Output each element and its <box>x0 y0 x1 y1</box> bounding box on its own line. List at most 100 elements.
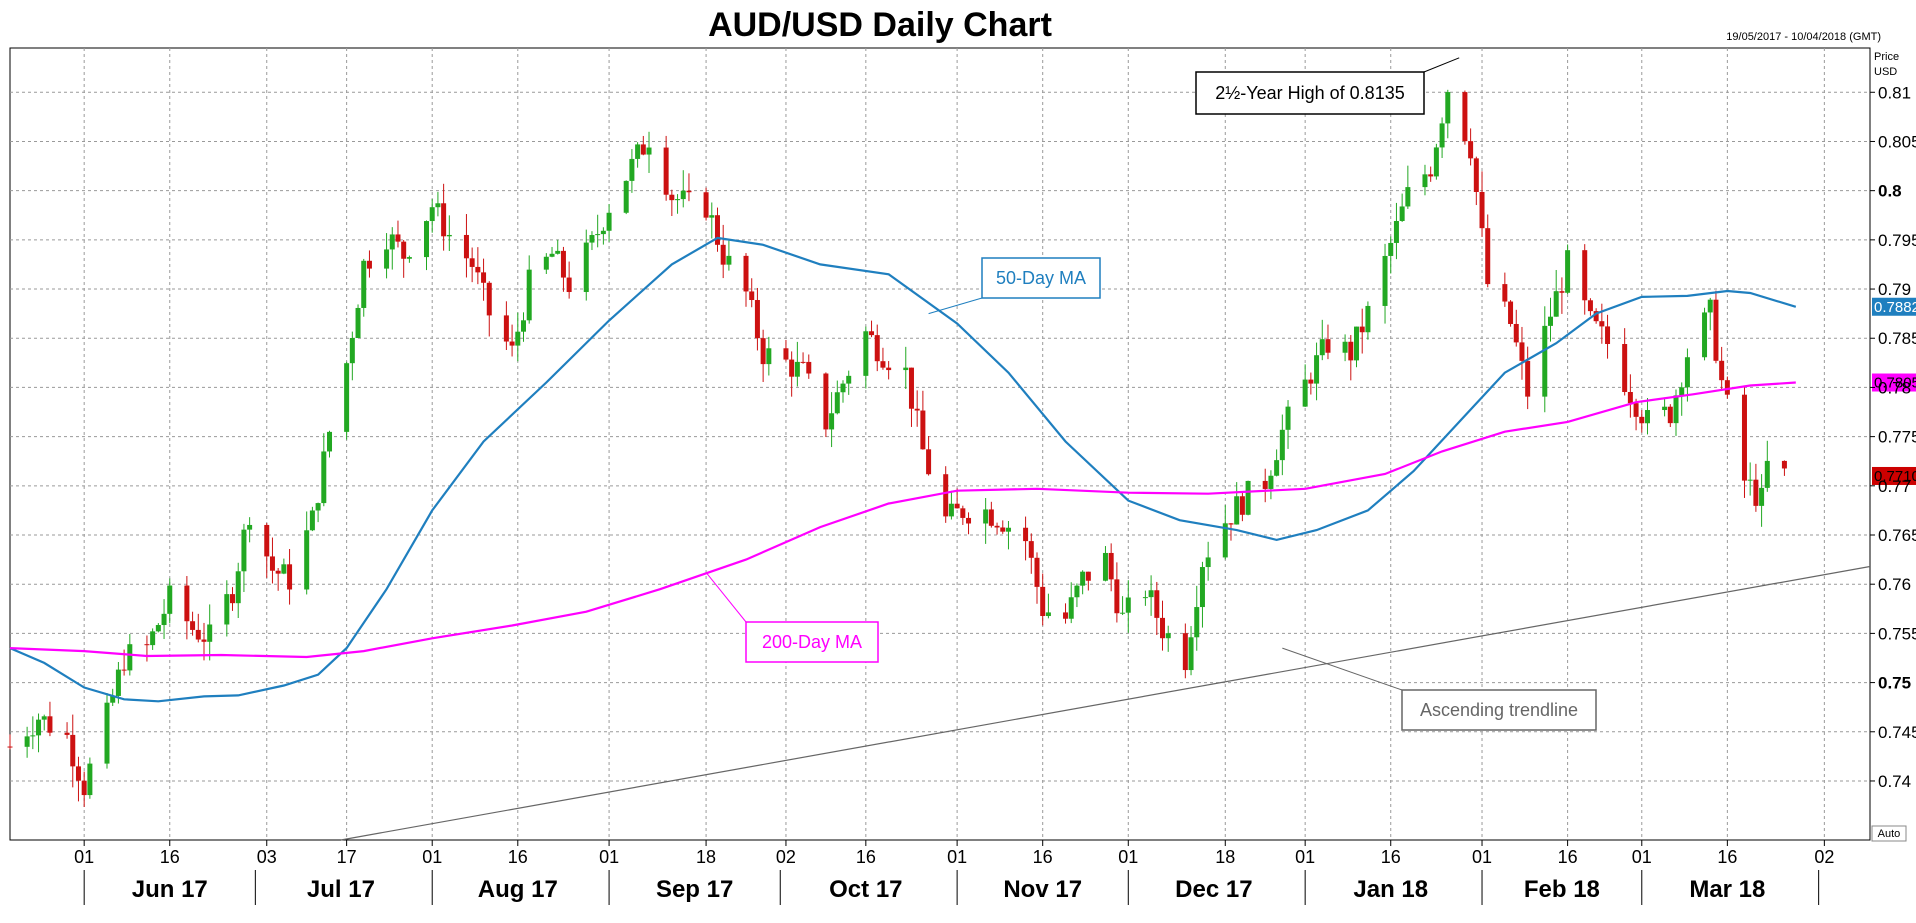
candlestick <box>1365 301 1371 340</box>
x-day-label: 01 <box>599 847 619 867</box>
ma50-annotation-box <box>981 257 1101 299</box>
last-price-tag-text: 0.7710 <box>1874 468 1916 485</box>
candlestick <box>503 301 509 351</box>
candle-body <box>1302 379 1308 407</box>
candlestick <box>1342 334 1348 362</box>
trendline-annotation: Ascending trendline <box>1282 647 1597 731</box>
y-tick-label: 0.76 <box>1878 575 1911 594</box>
candle-body <box>1479 191 1485 229</box>
candle-body <box>1074 585 1080 598</box>
candlestick <box>1388 236 1394 274</box>
candlestick <box>110 688 116 707</box>
candlestick <box>1753 463 1759 512</box>
x-day-label: 16 <box>1558 847 1578 867</box>
candle-body <box>1633 403 1639 417</box>
candle-body <box>1023 527 1029 542</box>
candle-body <box>1154 590 1160 618</box>
candlestick <box>509 324 515 357</box>
month-separators <box>83 870 1820 905</box>
candle-body <box>629 158 635 181</box>
y-tick-label: 0.795 <box>1878 231 1916 250</box>
candle-body <box>749 291 755 301</box>
candle-body <box>247 524 253 530</box>
candle-body <box>1622 343 1628 392</box>
candle-body <box>829 413 835 430</box>
candle-body <box>429 207 435 222</box>
candle-body <box>486 282 492 316</box>
candle-body <box>560 250 566 278</box>
y-tick-label: 0.805 <box>1878 132 1916 151</box>
candlestick <box>446 215 452 251</box>
candlestick <box>281 558 287 575</box>
x-month-label: Jan 18 <box>1353 876 1428 903</box>
candlestick <box>1108 543 1114 592</box>
candlestick <box>629 149 635 193</box>
candlestick <box>241 523 247 592</box>
candlestick <box>1644 398 1650 435</box>
candlestick <box>1445 89 1451 139</box>
candle-body <box>1462 92 1468 142</box>
candle-body <box>144 644 150 646</box>
candlestick <box>264 523 270 578</box>
x-day-label: 03 <box>257 847 277 867</box>
candle-body <box>726 255 732 265</box>
candle-body <box>1422 174 1428 188</box>
candlestick <box>1513 309 1519 347</box>
candlestick <box>441 183 447 251</box>
candle-body <box>366 260 372 269</box>
high-annotation-text: 2½-Year High of 0.8135 <box>1215 83 1404 103</box>
candlestick <box>1587 298 1593 316</box>
candle-body <box>840 383 846 393</box>
candle-body <box>127 644 133 671</box>
candle-body <box>1142 597 1148 599</box>
candle-body <box>515 331 521 346</box>
x-day-label: 01 <box>1472 847 1492 867</box>
candle-body <box>966 517 972 524</box>
candlestick <box>1045 593 1051 619</box>
candlestick <box>543 253 549 274</box>
candlestick <box>623 180 629 215</box>
ma200-value-tag-text: 0.7805 <box>1874 375 1916 392</box>
candle-body <box>846 375 852 384</box>
candlestick <box>64 722 70 739</box>
candlestick <box>1068 582 1074 624</box>
candlestick <box>1702 307 1708 361</box>
candlestick <box>1479 171 1485 237</box>
candlestick <box>1639 410 1645 433</box>
ma200-line <box>9 381 1796 659</box>
x-day-label: 02 <box>776 847 796 867</box>
candlestick <box>1348 335 1354 381</box>
y-tick-label: 0.785 <box>1878 329 1916 348</box>
candlestick <box>1034 552 1040 604</box>
x-day-label: 18 <box>1215 847 1235 867</box>
candlestick <box>863 326 869 389</box>
candle-body <box>1759 487 1765 506</box>
candle-body <box>1354 326 1360 361</box>
candlestick <box>726 240 732 271</box>
candle-body <box>1028 541 1034 558</box>
candle-body <box>264 524 270 557</box>
candlestick <box>309 506 315 532</box>
candlestick <box>720 224 726 279</box>
candle-body <box>349 337 355 364</box>
candlestick <box>1239 492 1245 522</box>
candle-body <box>441 203 447 237</box>
candlestick <box>1114 562 1120 623</box>
candle-body <box>87 763 93 796</box>
candle-body <box>1234 496 1240 525</box>
candlestick <box>669 189 675 217</box>
candle-body <box>1102 552 1108 581</box>
candlestick <box>1359 308 1365 354</box>
candlestick <box>1605 314 1611 359</box>
candlestick <box>1433 143 1439 180</box>
candlestick <box>1724 376 1730 399</box>
candle-body <box>275 570 281 574</box>
candlestick <box>190 611 196 636</box>
candle-body <box>880 361 886 368</box>
candle-body <box>509 341 515 346</box>
y-tick-label: 0.81 <box>1878 83 1911 102</box>
candlestick <box>81 771 87 807</box>
candlestick <box>1382 243 1388 324</box>
auto-scale-button[interactable] <box>1871 825 1907 842</box>
candlestick <box>709 202 715 239</box>
